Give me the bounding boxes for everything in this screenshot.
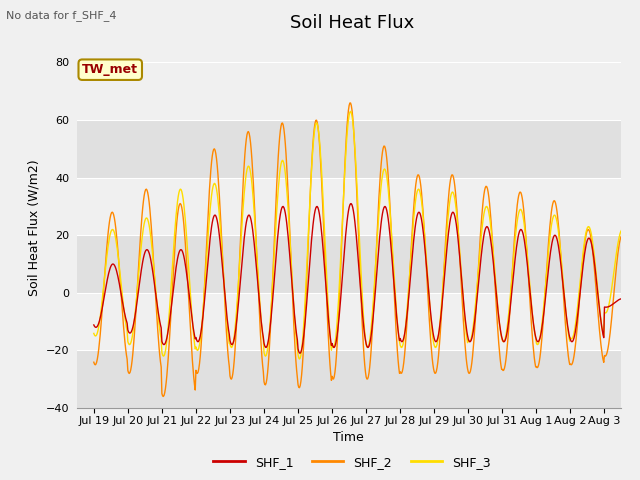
Bar bbox=[77, 235, 621, 293]
Bar bbox=[77, 178, 621, 235]
Text: TW_met: TW_met bbox=[82, 63, 138, 76]
Bar bbox=[77, 293, 621, 350]
Text: No data for f_SHF_4: No data for f_SHF_4 bbox=[6, 10, 117, 21]
Text: Soil Heat Flux: Soil Heat Flux bbox=[290, 14, 414, 33]
Legend: SHF_1, SHF_2, SHF_3: SHF_1, SHF_2, SHF_3 bbox=[209, 451, 495, 474]
Y-axis label: Soil Heat Flux (W/m2): Soil Heat Flux (W/m2) bbox=[27, 160, 40, 296]
Bar bbox=[77, 120, 621, 178]
Bar bbox=[77, 350, 621, 408]
Bar bbox=[77, 62, 621, 120]
X-axis label: Time: Time bbox=[333, 431, 364, 444]
